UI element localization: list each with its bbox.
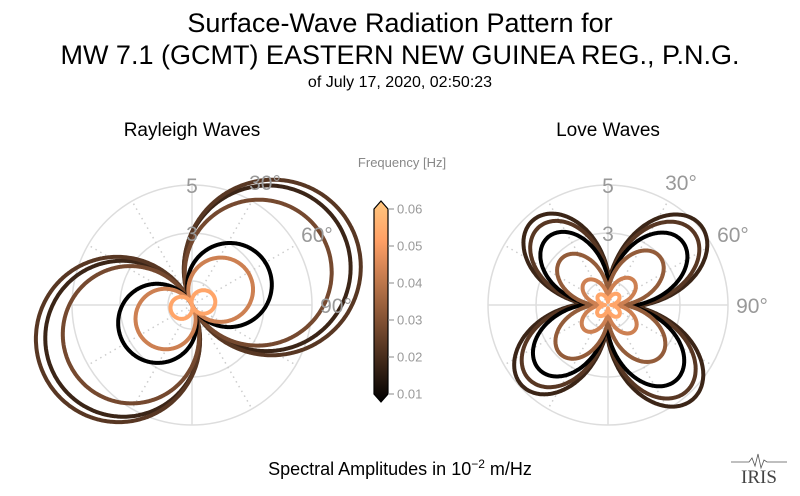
radial-gridline-240 bbox=[87, 304, 193, 366]
radial-gridline-150 bbox=[607, 304, 669, 410]
angle-tick-label-60: 60° bbox=[301, 224, 333, 247]
iris-logo-text: IRIS bbox=[741, 467, 777, 486]
colorbar-tick-label-0.05: 0.05 bbox=[397, 239, 422, 254]
radial-tick-label-3: 3 bbox=[602, 223, 614, 246]
rayleigh-curve-0.01Hz bbox=[116, 241, 274, 365]
x-axis-label-exponent: −2 bbox=[471, 457, 485, 471]
x-axis-label: Spectral Amplitudes in 10−2 m/Hz bbox=[0, 457, 800, 480]
radial-tick-label-3: 3 bbox=[186, 223, 198, 246]
love-subtitle: Love Waves bbox=[556, 120, 660, 141]
figure-title-date: of July 17, 2020, 02:50:23 bbox=[307, 74, 493, 91]
radial-gridline-330 bbox=[547, 200, 609, 306]
colorbar: 0.01 0.02 0.03 0.04 0.05 0.06 bbox=[373, 200, 422, 403]
radial-gridline-60 bbox=[607, 244, 713, 306]
colorbar-tick-label-0.03: 0.03 bbox=[397, 313, 422, 328]
radial-tick-label-5: 5 bbox=[602, 175, 614, 198]
rayleigh-curve-0.03Hz bbox=[60, 197, 334, 406]
radial-gridline-150 bbox=[191, 304, 253, 410]
radial-gridline-60 bbox=[191, 244, 297, 306]
figure-title-line1: Surface-Wave Radiation Pattern for bbox=[187, 8, 613, 38]
colorbar-tick-label-0.02: 0.02 bbox=[397, 350, 422, 365]
love-curve-0.035Hz bbox=[553, 248, 668, 364]
love-curve-0.055Hz bbox=[595, 291, 622, 319]
x-axis-label-base: 10 bbox=[451, 459, 472, 479]
rayleigh-subtitle: Rayleigh Waves bbox=[123, 120, 261, 141]
iris-logo: IRIS bbox=[731, 453, 787, 486]
rayleigh-curve-0.045Hz bbox=[133, 255, 255, 352]
colorbar-gradient bbox=[373, 200, 389, 403]
rayleigh-polar-plot: 3 5 30° 60° 90° bbox=[33, 172, 363, 426]
rayleigh-curve-0.025Hz bbox=[33, 177, 363, 425]
angle-tick-label-90: 90° bbox=[736, 295, 768, 318]
rayleigh-curve-0.055Hz bbox=[168, 288, 218, 321]
figure-title-line2: MW 7.1 (GCMT) EASTERN NEW GUINEA REG., P… bbox=[60, 40, 740, 70]
radial-gridline-330 bbox=[131, 200, 193, 306]
colorbar-label: Frequency [Hz] bbox=[357, 155, 447, 170]
x-axis-label-unit: m/Hz bbox=[484, 459, 532, 479]
colorbar-tick-label-0.04: 0.04 bbox=[397, 276, 422, 291]
angle-tick-label-60: 60° bbox=[717, 224, 749, 247]
love-polar-plot: 3 5 30° 60° 90° bbox=[487, 172, 768, 426]
x-axis-label-prefix: Spectral Amplitudes in bbox=[268, 459, 452, 479]
angle-tick-label-30: 30° bbox=[249, 172, 281, 195]
radial-gridline-300 bbox=[503, 244, 609, 306]
colorbar-tick-label-0.06: 0.06 bbox=[397, 202, 422, 217]
colorbar-tick-label-0.01: 0.01 bbox=[397, 387, 422, 402]
radial-gridline-300 bbox=[87, 244, 193, 306]
radial-gridline-210 bbox=[131, 304, 193, 410]
love-curve-0.01Hz bbox=[530, 229, 690, 389]
angle-tick-label-30: 30° bbox=[665, 172, 697, 195]
angle-tick-label-90: 90° bbox=[320, 295, 352, 318]
radial-gridline-30 bbox=[191, 200, 253, 306]
radial-tick-label-5: 5 bbox=[186, 175, 198, 198]
